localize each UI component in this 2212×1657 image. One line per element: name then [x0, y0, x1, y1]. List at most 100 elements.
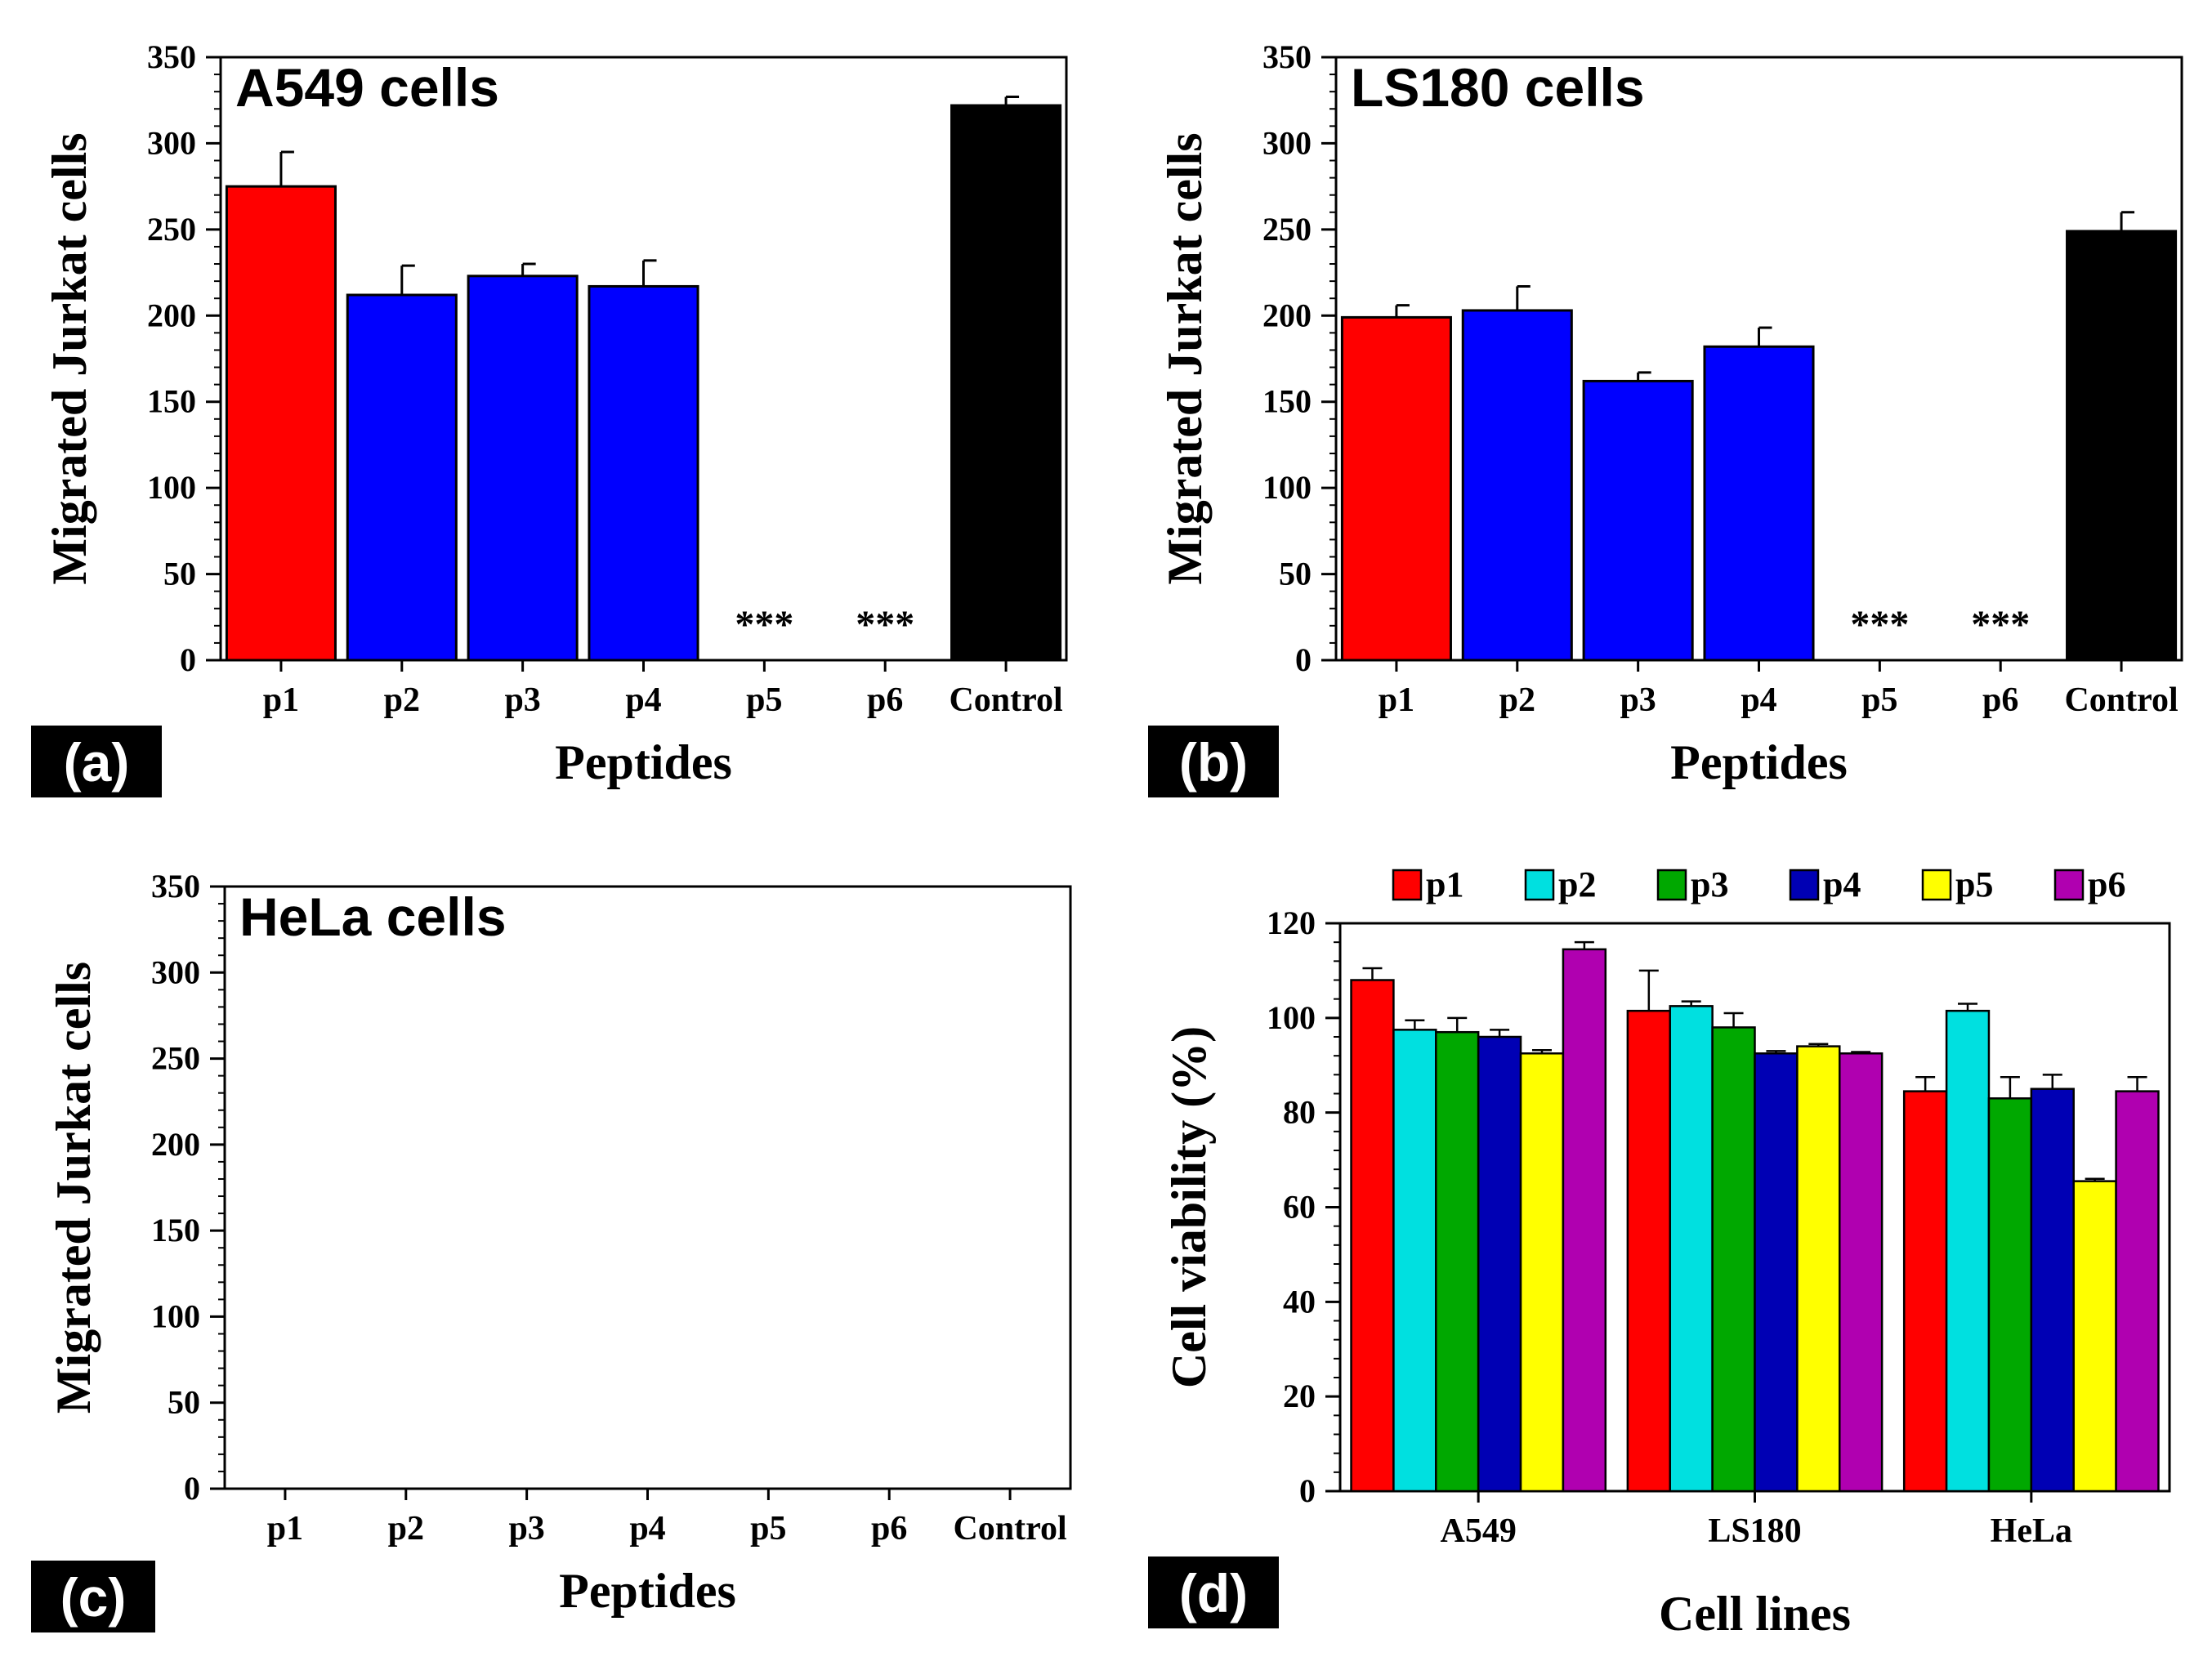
y-tick-label: 0	[180, 641, 196, 678]
panel-d: 0 20 40 60 80 100 120 Cell viability (%) A549 LS1…	[1148, 864, 2171, 1641]
y-tick-label: 0	[1295, 641, 1312, 678]
x-tick-label: p4	[629, 1510, 665, 1548]
legend-label-p6: p6	[2088, 864, 2125, 904]
bar-p3-LS180	[1711, 1026, 1756, 1493]
bar-p3	[1582, 379, 1694, 662]
panel-letter-box	[1148, 1557, 1279, 1628]
panel-letter-box	[31, 1561, 155, 1632]
bar-p5-LS180	[1796, 1045, 1841, 1493]
legend-swatch-p3	[1656, 869, 1687, 901]
y-axis-label: Migrated Jurkat cells	[47, 962, 101, 1414]
legend: p1 p2 p3 p4 p5 p6	[1392, 864, 2125, 904]
bar-p1-LS180	[1626, 1009, 1671, 1493]
y-tick-label: 350	[151, 868, 200, 904]
x-tick-label: Control	[949, 681, 1062, 719]
bar-p1-HeLa	[1902, 1090, 1948, 1493]
y-axis-label: Cell viability (%)	[1162, 1026, 1216, 1388]
bar-p2-LS180	[1669, 1005, 1714, 1493]
y-tick-label: 300	[151, 954, 200, 990]
bar-p2	[1461, 309, 1573, 662]
y-tick-label: 100	[147, 469, 196, 506]
bar-p2	[346, 293, 458, 662]
panel-letter-box	[31, 726, 162, 797]
legend-label-p5: p5	[1955, 864, 1993, 904]
y-tick-label: 60	[1283, 1189, 1316, 1226]
y-tick-label: 200	[151, 1126, 200, 1163]
x-tick-label: p6	[867, 681, 903, 719]
legend-swatch-p5	[1921, 869, 1952, 901]
panel-title: HeLa cells	[239, 887, 507, 947]
bar-p3-A549	[1435, 1030, 1480, 1493]
bar-p1-A549	[1350, 979, 1395, 1493]
x-tick-label: p6	[1982, 681, 2018, 719]
panel-c: 0 50 100 150 200 250 300 350 Migrated Jurkat cel…	[31, 868, 1072, 1632]
panel-letter: (d)	[1179, 1563, 1248, 1624]
x-tick-label: p1	[263, 681, 299, 719]
x-tick-label: p1	[267, 1510, 303, 1548]
x-tick-label: p5	[746, 681, 782, 719]
y-tick-label: 0	[1299, 1472, 1316, 1509]
panel-letter: (c)	[60, 1567, 127, 1628]
panel-title: LS180 cells	[1351, 57, 1645, 118]
panel-b: 0 50 100 150 200 250 300 350 Migrated Jurkat cel…	[1148, 38, 2183, 797]
panel-title: A549 cells	[235, 57, 499, 118]
panel-letter-box	[1148, 726, 1279, 797]
bar-p6-HeLa	[2115, 1090, 2160, 1493]
x-tick-label: Control	[2064, 681, 2178, 719]
y-tick-label: 80	[1283, 1094, 1316, 1131]
bar-p3	[467, 275, 579, 662]
significance-annotation: ***	[1971, 603, 2030, 646]
bar-Control	[2066, 230, 2178, 662]
bar-p1	[1340, 315, 1452, 662]
legend-label-p4: p4	[1823, 864, 1861, 904]
bar-p4	[1703, 345, 1815, 662]
y-axis-label: Migrated Jurkat cells	[1158, 132, 1212, 584]
x-tick-label: A549	[1440, 1512, 1516, 1550]
y-tick-label: 200	[147, 297, 196, 333]
x-axis-label: Peptides	[555, 735, 732, 789]
legend-swatch-p6	[2053, 869, 2085, 901]
y-tick-label: 150	[1262, 383, 1312, 420]
y-tick-label: 350	[1262, 38, 1312, 75]
significance-annotation: ***	[1850, 603, 1909, 646]
significance-annotation: ***	[735, 603, 793, 646]
x-axis-label: Peptides	[1670, 735, 1848, 789]
x-tick-label: p5	[1861, 681, 1897, 719]
panel-letter: (a)	[64, 732, 130, 793]
x-tick-label: p3	[504, 681, 540, 719]
y-tick-label: 20	[1283, 1378, 1316, 1414]
bar-p2-A549	[1392, 1029, 1437, 1493]
y-tick-label: 300	[147, 124, 196, 161]
y-tick-label: 250	[1262, 211, 1312, 248]
bar-p4-LS180	[1754, 1052, 1799, 1493]
legend-label-p1: p1	[1426, 864, 1463, 904]
x-tick-label: p3	[508, 1510, 544, 1548]
x-tick-label: HeLa	[1991, 1512, 2072, 1550]
x-tick-label: p4	[1741, 681, 1776, 719]
legend-swatch-p1	[1392, 869, 1423, 901]
x-tick-label: p6	[871, 1510, 907, 1548]
legend-label-p3: p3	[1691, 864, 1728, 904]
bar-Control	[950, 104, 1062, 662]
y-tick-label: 0	[184, 1470, 200, 1507]
bar-p3-HeLa	[1987, 1097, 2033, 1493]
plot-frame	[223, 885, 1072, 1490]
y-axis-label: Migrated Jurkat cells	[42, 132, 96, 584]
y-tick-label: 250	[147, 211, 196, 248]
y-tick-label: 50	[168, 1384, 200, 1421]
y-tick-label: 100	[151, 1297, 200, 1334]
y-tick-label: 100	[1267, 999, 1316, 1036]
x-tick-label: p2	[384, 681, 420, 719]
y-tick-label: 300	[1262, 124, 1312, 161]
x-tick-label: Control	[953, 1510, 1066, 1548]
x-tick-label: p4	[625, 681, 661, 719]
x-tick-label: p1	[1379, 681, 1414, 719]
legend-swatch-p4	[1789, 869, 1820, 901]
y-tick-label: 150	[151, 1212, 200, 1248]
legend-label-p2: p2	[1558, 864, 1596, 904]
bar-p6-LS180	[1839, 1052, 1884, 1493]
x-tick-label: p5	[750, 1510, 786, 1548]
y-tick-label: 350	[147, 38, 196, 75]
bar-p2-HeLa	[1945, 1009, 1991, 1493]
